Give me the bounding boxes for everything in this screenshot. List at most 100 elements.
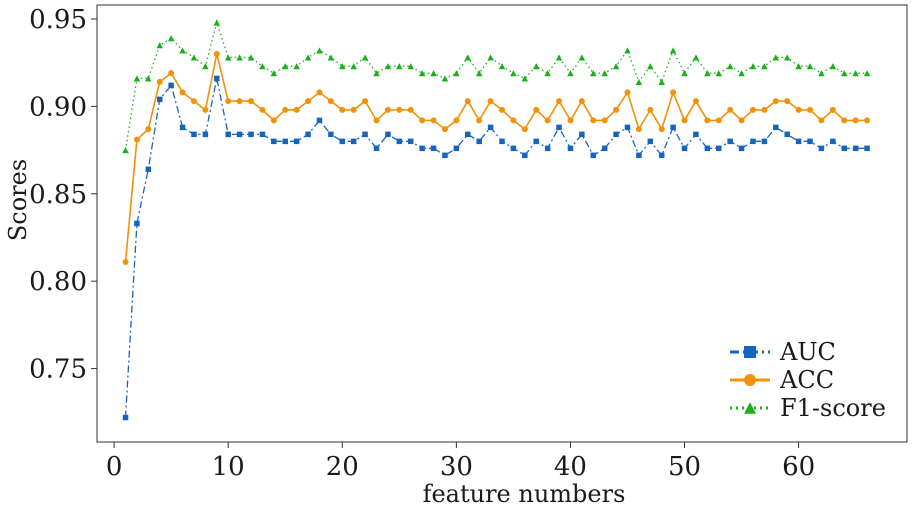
data-point	[704, 145, 711, 152]
data-point	[692, 98, 699, 105]
data-point	[213, 50, 220, 57]
data-point	[624, 47, 631, 54]
data-point	[612, 63, 620, 70]
data-point	[784, 98, 791, 105]
data-point	[556, 98, 563, 105]
data-point	[384, 63, 392, 70]
data-point	[339, 106, 346, 113]
data-point	[453, 70, 460, 77]
data-point	[749, 106, 756, 113]
data-point	[601, 70, 608, 77]
data-point	[795, 106, 802, 113]
data-point	[465, 131, 471, 138]
data-point	[658, 126, 665, 133]
data-point	[521, 75, 529, 82]
data-point	[864, 117, 871, 124]
data-point	[556, 124, 562, 131]
data-point	[453, 145, 460, 152]
data-point	[727, 106, 734, 113]
data-point	[567, 117, 574, 124]
data-point	[613, 106, 620, 113]
data-point	[247, 54, 255, 61]
data-point	[282, 138, 288, 145]
data-point	[270, 117, 277, 124]
data-point	[179, 47, 186, 54]
y-tick-label: 0.75	[29, 355, 87, 385]
data-point	[807, 106, 814, 113]
data-point	[578, 54, 586, 61]
legend-item: AUC	[730, 338, 836, 366]
data-point	[396, 63, 403, 70]
data-point	[635, 126, 642, 133]
data-point	[601, 117, 608, 124]
data-point	[544, 117, 551, 124]
legend-marker	[744, 346, 756, 358]
data-point	[316, 47, 323, 54]
data-point	[248, 131, 254, 138]
data-point	[327, 98, 334, 105]
data-point	[738, 145, 745, 152]
data-point	[236, 131, 243, 138]
x-tick-label: 30	[440, 452, 473, 482]
data-point	[510, 117, 517, 124]
data-point	[704, 117, 711, 124]
data-point	[156, 42, 163, 49]
x-tick-label: 20	[326, 452, 359, 482]
legend-item: ACC	[730, 366, 834, 394]
data-point	[567, 70, 574, 77]
x-tick-label: 50	[668, 452, 701, 482]
data-point	[613, 131, 619, 138]
data-point	[521, 126, 528, 133]
data-point	[339, 63, 346, 70]
data-point	[373, 145, 380, 152]
data-point	[658, 152, 665, 159]
data-point	[122, 414, 129, 421]
x-axis: 0 10 20 30 40 50 60	[106, 442, 815, 482]
x-tick-label: 0	[106, 452, 123, 482]
y-axis-title: Scores	[4, 159, 32, 241]
data-point	[795, 138, 802, 145]
data-point	[281, 63, 289, 70]
data-point	[852, 145, 859, 152]
y-axis: 0.75 0.80 0.85 0.90 0.95	[29, 5, 97, 385]
data-point	[350, 63, 357, 70]
data-point	[316, 89, 323, 96]
data-point	[190, 98, 197, 105]
data-point	[145, 75, 152, 82]
data-point	[179, 124, 186, 131]
data-point	[316, 117, 323, 124]
data-point	[396, 138, 403, 145]
data-point	[259, 131, 266, 138]
data-point	[829, 106, 836, 113]
data-point	[487, 124, 494, 131]
data-point	[499, 106, 505, 113]
data-point	[669, 47, 677, 54]
data-point	[167, 35, 175, 42]
data-point	[168, 82, 174, 89]
data-point	[475, 70, 483, 77]
data-point	[738, 117, 745, 124]
data-point	[715, 70, 723, 77]
data-point	[122, 146, 129, 154]
data-point	[350, 106, 357, 113]
data-point	[305, 98, 312, 105]
data-point	[715, 117, 722, 124]
data-point	[259, 63, 266, 70]
y-tick-label: 0.80	[29, 267, 87, 297]
data-point	[442, 152, 448, 159]
data-point	[533, 106, 540, 113]
data-point	[224, 54, 232, 61]
data-point	[476, 138, 482, 145]
series-acc	[122, 50, 871, 265]
data-point	[681, 145, 688, 152]
data-point	[236, 98, 243, 105]
data-point	[647, 138, 654, 145]
data-point	[133, 75, 141, 82]
y-tick-label: 0.95	[29, 5, 87, 35]
data-point	[772, 98, 779, 105]
data-point	[601, 145, 608, 152]
data-point	[693, 131, 699, 138]
data-point	[841, 145, 848, 152]
data-point	[145, 166, 152, 173]
series-auc	[122, 75, 870, 421]
